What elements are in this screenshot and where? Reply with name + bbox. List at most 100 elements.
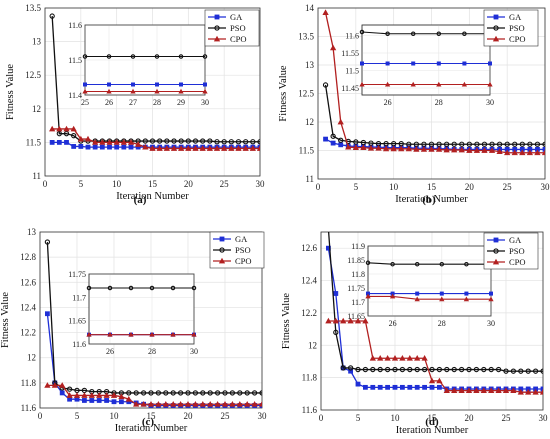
y-tick-label: 14 [305, 3, 315, 13]
data-point-cpo [325, 317, 332, 324]
data-point-cpo [352, 144, 359, 151]
x-axis-label: Iteration Number [395, 194, 468, 205]
data-point-cpo [541, 149, 545, 156]
data-point-cpo [207, 400, 214, 407]
data-point-cpo [347, 317, 354, 324]
data-point-ga [121, 144, 127, 150]
inset-y-tick-label: 11.85 [347, 256, 365, 265]
inset-point-ga [436, 61, 441, 66]
panel-0: 0 5 10 15 20 25 30 11 11.5 12 12.5 13 13.5 Iteration … [5, 3, 265, 206]
data-point-cpo [519, 149, 526, 156]
inset-x-tick-label: 26 [389, 319, 397, 328]
inset-x-tick-label: 26 [106, 347, 114, 356]
data-point-ga [96, 398, 102, 403]
data-point-cpo [391, 354, 399, 361]
inset-point-cpo [154, 88, 160, 94]
y-tick-label: 12.8 [20, 252, 36, 262]
data-point-cpo [377, 354, 384, 361]
data-point-cpo [480, 387, 487, 393]
inset-frame [367, 245, 492, 317]
inset-point-cpo [191, 331, 197, 337]
inset-x-tick-label: 27 [129, 98, 137, 107]
inset-point-ga [131, 82, 136, 87]
data-point-cpo [420, 146, 428, 152]
series-line-pso [327, 232, 543, 372]
data-point-cpo [369, 354, 376, 361]
data-point-cpo [221, 145, 228, 151]
data-point-pso [527, 141, 533, 147]
inset-x-tick-label: 30 [486, 98, 494, 107]
data-point-cpo [51, 382, 58, 388]
y-tick-label: 12.2 [20, 328, 36, 338]
data-point-ga [128, 144, 134, 150]
data-point-cpo [113, 139, 120, 145]
data-point-cpo [84, 135, 92, 142]
y-tick-label: 12.2 [301, 308, 317, 318]
data-point-pso [243, 139, 249, 145]
x-tick-label: 0 [319, 413, 324, 423]
inset-point-ga [487, 61, 492, 66]
data-point-cpo [244, 400, 251, 407]
legend-marker [214, 14, 220, 20]
data-point-cpo [488, 147, 496, 153]
inset: 25 26 27 28 29 30 11.4 11.5 11.6 [68, 21, 209, 107]
data-point-ga [71, 144, 77, 149]
data-point-ga [385, 384, 390, 390]
data-point-cpo [49, 125, 56, 132]
legend-label: GA [230, 12, 243, 22]
data-point-ga [85, 144, 91, 150]
data-point-ga [540, 386, 543, 392]
inset-point-pso [128, 285, 134, 291]
inset-point-cpo [488, 296, 494, 302]
x-tick-label: 15 [148, 179, 158, 189]
inset-y-tick-label: 11.9 [351, 242, 365, 251]
inset-point-pso [436, 31, 442, 36]
inset-point-pso [439, 261, 445, 267]
data-point-cpo [184, 400, 192, 407]
data-point-pso [512, 141, 518, 147]
data-point-cpo [525, 388, 532, 395]
data-point-cpo [481, 147, 488, 153]
inset-point-pso [86, 285, 92, 291]
legend-marker [493, 237, 499, 243]
data-point-cpo [443, 146, 450, 153]
inset-y-tick-label: 11.75 [68, 270, 86, 279]
inset-y-tick-label: 11.6 [345, 32, 359, 41]
x-tick-label: 10 [389, 182, 399, 192]
data-point-cpo [206, 145, 213, 151]
inset-point-ga [359, 61, 364, 66]
data-point-pso [353, 139, 359, 145]
data-point-pso [519, 141, 525, 147]
y-tick-label: 12.5 [25, 70, 41, 80]
data-point-pso [333, 329, 339, 335]
inset-frame [84, 24, 206, 96]
data-point-pso [250, 139, 256, 145]
data-point-pso [185, 138, 191, 144]
data-point-ga [114, 144, 120, 150]
legend-label: CPO [230, 34, 247, 44]
data-point-pso [126, 390, 132, 396]
inset-point-ga [179, 82, 184, 87]
inset-point-cpo [384, 81, 391, 87]
data-point-cpo [236, 400, 243, 407]
data-point-cpo [473, 387, 480, 393]
data-point-cpo [99, 139, 106, 145]
inset-point-pso [106, 54, 112, 59]
plot-area [317, 7, 546, 180]
inset-point-ga [415, 291, 420, 296]
data-point-cpo [362, 317, 369, 324]
panel-label: (a) [134, 194, 147, 206]
legend-marker [218, 257, 226, 264]
data-point-pso [338, 137, 344, 143]
data-point-pso [414, 366, 420, 373]
data-point-cpo [147, 400, 155, 407]
inset-point-pso [462, 31, 467, 36]
legend-label: PSO [230, 23, 246, 33]
data-point-pso [192, 138, 199, 144]
data-point-pso [489, 141, 495, 147]
data-point-cpo [92, 139, 99, 145]
